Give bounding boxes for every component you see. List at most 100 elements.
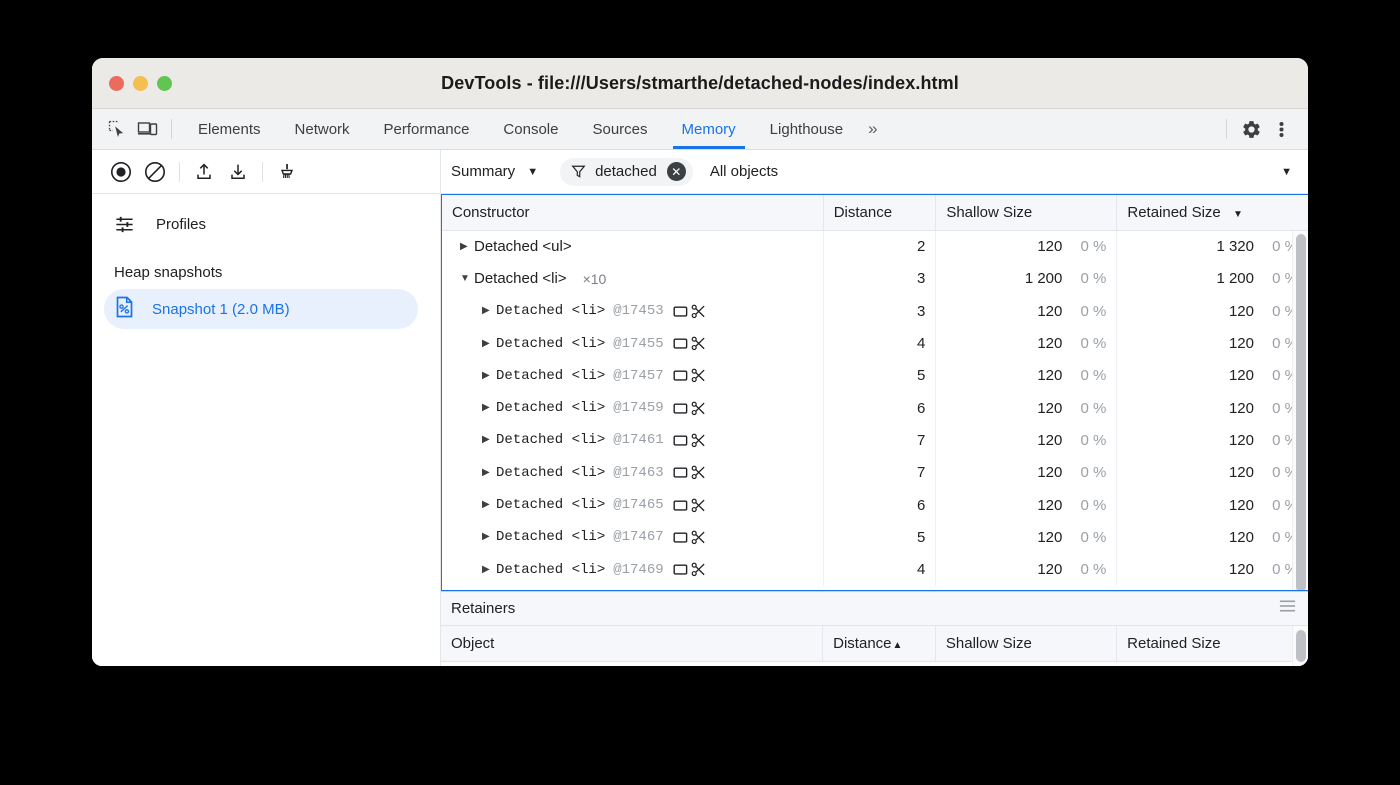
devtools-tabstrip: Elements Network Performance Console Sou…	[92, 109, 1308, 150]
table-row[interactable]: ▶ Detached <li> @17455 4 120 0 % 120 0 %	[442, 327, 1308, 360]
expand-triangle-icon[interactable]: ▶	[482, 434, 490, 446]
table-row[interactable]: ▶ Detached <li> @17453 3 120 0 % 120 0 %	[442, 295, 1308, 328]
table-row[interactable]: ▶ Detached <li> @17469 4 120 0 % 120 0 %	[442, 553, 1308, 586]
tab-elements[interactable]: Elements	[181, 109, 278, 149]
hamburger-menu-icon[interactable]	[1279, 599, 1296, 618]
cell-distance: 4	[823, 553, 937, 586]
tab-network[interactable]: Network	[278, 109, 367, 149]
object-id: @17463	[613, 464, 664, 481]
cell-retained-size: 120 0 %	[1117, 424, 1308, 456]
expand-triangle-icon[interactable]: ▶	[482, 499, 490, 511]
cell-constructor: ▶ Detached <li> @17455	[442, 327, 824, 360]
tab-label: Network	[294, 120, 350, 138]
settings-gear-icon[interactable]	[1236, 115, 1266, 143]
save-profile-icon[interactable]	[221, 157, 255, 187]
table-row[interactable]: ▼ Detached <li> ×10 3 1 200 0 % 1 200 0 %	[442, 262, 1308, 296]
tab-performance[interactable]: Performance	[367, 109, 487, 149]
cell-distance: 3	[823, 295, 937, 328]
size-percent: 0 %	[1272, 561, 1298, 579]
expand-triangle-icon[interactable]: ▶	[460, 240, 468, 252]
more-tabs-icon[interactable]: »	[868, 119, 878, 138]
chevron-down-icon: ▼	[1281, 165, 1292, 178]
profiles-sidebar: Profiles Heap snapshots	[92, 194, 441, 666]
column-header-retainer-distance[interactable]: Distance▲	[822, 626, 936, 662]
table-row[interactable]: ▶ Detached <li> @17463 7 120 0 % 120 0 %	[442, 456, 1308, 489]
cell-constructor: ▶ Detached <li> @17467	[442, 521, 824, 554]
clear-icon[interactable]	[138, 157, 172, 187]
close-window-button[interactable]	[109, 75, 124, 91]
retainers-grid: Object Distance▲ Shallow Size Retained S…	[441, 626, 1308, 666]
column-label: Distance	[833, 634, 892, 652]
table-row[interactable]: ▶ Detached <li> @17467 5 120 0 % 120 0 %	[442, 521, 1308, 554]
view-select-label: Summary	[451, 163, 516, 180]
tab-lighthouse[interactable]: Lighthouse	[753, 109, 860, 149]
size-value: 120	[1037, 335, 1063, 353]
scissors-icon	[691, 304, 705, 318]
tabstrip-actions	[1217, 115, 1296, 143]
cell-shallow-size: 120 0 %	[935, 391, 1118, 425]
sidebar-item-profiles[interactable]: Profiles	[92, 206, 440, 242]
expand-triangle-icon[interactable]: ▶	[482, 337, 490, 349]
view-select[interactable]: Summary ▼	[451, 163, 538, 180]
table-row[interactable]: ▶ Detached <li> @17459 6 120 0 % 120 0 %	[442, 391, 1308, 425]
expand-triangle-icon[interactable]: ▶	[482, 531, 490, 543]
node-badge-icon	[673, 435, 687, 446]
summary-toolbar: Summary ▼ detached ✕ All objects ▼	[441, 150, 1308, 193]
column-header-retainer-retained-size[interactable]: Retained Size	[1116, 626, 1308, 662]
table-row[interactable]: ▶ Detached <li> @17457 5 120 0 % 120 0 %	[442, 359, 1308, 392]
more-options-icon[interactable]	[1266, 115, 1296, 143]
table-row[interactable]: ▶ Detached <ul> 2 120 0 % 1 320 0 %	[442, 230, 1308, 263]
constructor-cell: ▶ Detached <li> @17467	[452, 529, 813, 545]
row-icons	[673, 562, 706, 577]
constructor-name: Detached <li>	[496, 335, 606, 352]
tab-sources[interactable]: Sources	[575, 109, 664, 149]
scrollbar-thumb[interactable]	[1296, 234, 1306, 590]
column-header-shallow-size[interactable]: Shallow Size	[935, 195, 1118, 231]
collapse-triangle-icon[interactable]: ▼	[460, 272, 470, 284]
retainers-panel: Retainers	[441, 591, 1308, 666]
cell-retained-size: 120 0 %	[1117, 457, 1308, 489]
objects-select[interactable]: All objects ▼	[710, 163, 1294, 180]
record-heap-icon[interactable]	[104, 157, 138, 187]
column-header-distance[interactable]: Distance	[823, 195, 937, 231]
column-header-retainer-shallow-size[interactable]: Shallow Size	[935, 626, 1118, 662]
minimize-window-button[interactable]	[133, 75, 148, 91]
expand-triangle-icon[interactable]: ▶	[482, 402, 490, 414]
panel-body: Profiles Heap snapshots	[92, 194, 1308, 666]
object-id: @17465	[613, 497, 664, 514]
constructors-scrollbar[interactable]	[1292, 231, 1308, 590]
table-row[interactable]: ▶ Detached <li> @17461 7 120 0 % 120 0 %	[442, 424, 1308, 457]
expand-triangle-icon[interactable]: ▶	[482, 466, 490, 478]
node-badge-icon	[673, 467, 687, 478]
filter-input[interactable]: detached ✕	[560, 157, 693, 186]
maximize-window-button[interactable]	[157, 75, 172, 91]
size-value: 120	[1228, 464, 1254, 482]
tab-memory[interactable]: Memory	[665, 109, 753, 149]
load-profile-icon[interactable]	[187, 157, 221, 187]
device-toolbar-icon[interactable]	[132, 115, 162, 143]
column-header-object[interactable]: Object	[441, 626, 824, 662]
size-percent: 0 %	[1272, 238, 1298, 256]
expand-triangle-icon[interactable]: ▶	[482, 563, 490, 575]
expand-triangle-icon[interactable]: ▶	[482, 305, 490, 317]
constructor-cell: ▶ Detached <ul>	[452, 238, 813, 255]
size-percent: 0 %	[1080, 302, 1107, 320]
collect-garbage-icon[interactable]	[270, 157, 304, 187]
object-id: @17459	[613, 400, 664, 417]
tab-console[interactable]: Console	[486, 109, 575, 149]
size-percent: 0 %	[1272, 464, 1298, 482]
scrollbar-thumb[interactable]	[1296, 630, 1306, 662]
column-header-constructor[interactable]: Constructor	[442, 195, 824, 231]
table-row[interactable]: ▶ Detached <li> @17465 6 120 0 % 120 0 %	[442, 488, 1308, 522]
column-label: Retained Size	[1127, 203, 1221, 221]
expand-triangle-icon[interactable]: ▶	[482, 369, 490, 381]
sidebar-item-snapshot-1[interactable]: Snapshot 1 (2.0 MB)	[104, 289, 418, 329]
retainers-scrollbar[interactable]	[1292, 626, 1308, 666]
cell-constructor: ▶ Detached <li> @17457	[442, 359, 824, 392]
node-badge-icon	[673, 370, 687, 381]
constructor-name: Detached <li>	[496, 497, 606, 514]
column-header-retained-size[interactable]: Retained Size ▼	[1116, 195, 1308, 231]
table-header-row: Constructor Distance Shallow Size Retain…	[442, 195, 1308, 231]
clear-filter-button[interactable]: ✕	[666, 162, 686, 181]
inspect-element-icon[interactable]	[102, 115, 132, 143]
